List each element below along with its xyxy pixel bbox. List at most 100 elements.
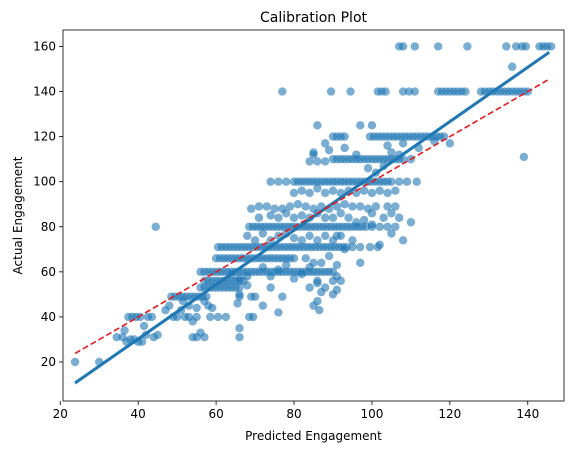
scatter-point xyxy=(266,283,275,292)
scatter-point xyxy=(221,312,231,322)
scatter-point xyxy=(395,177,404,186)
scatter-point xyxy=(274,213,283,222)
scatter-point xyxy=(391,202,400,211)
scatter-point xyxy=(153,330,162,340)
scatter-point xyxy=(340,132,349,141)
scatter-point xyxy=(348,242,357,252)
scatter-point xyxy=(213,312,223,322)
scatter-point xyxy=(313,236,322,245)
scatter-point xyxy=(332,202,342,211)
scatter-point xyxy=(248,312,258,322)
scatter-point xyxy=(336,209,345,218)
scatter-point xyxy=(289,213,299,222)
scatter-point xyxy=(320,188,330,198)
scatter-point xyxy=(461,87,470,96)
scatter-point xyxy=(165,301,174,310)
scatter-point xyxy=(502,42,511,51)
scatter-point xyxy=(235,323,244,333)
scatter-point xyxy=(375,222,384,231)
scatter-point xyxy=(375,186,384,195)
scatter-point xyxy=(270,204,279,213)
scatter-point xyxy=(371,202,381,211)
scatter-point xyxy=(151,222,160,231)
scatter-point xyxy=(297,211,307,220)
scatter-point xyxy=(383,188,392,198)
chart-title: Calibration Plot xyxy=(260,10,368,26)
scatter-point xyxy=(367,209,377,218)
y-tick-label: 140 xyxy=(33,85,56,99)
scatter-point xyxy=(356,121,365,130)
scatter-point xyxy=(404,87,414,96)
scatter-point xyxy=(336,276,345,286)
fit-line-layer xyxy=(74,51,551,385)
scatter-point xyxy=(395,213,404,222)
scatter-point xyxy=(324,251,334,261)
scatter-point xyxy=(359,215,369,225)
x-tick-label: 60 xyxy=(208,407,223,421)
scatter-point xyxy=(352,218,361,227)
scatter-point xyxy=(326,87,336,96)
scatter-point xyxy=(285,202,295,211)
scatter-point xyxy=(521,42,531,51)
scatter-point xyxy=(305,283,314,292)
x-axis-ticks: 20 40 60 80 100 120 140 xyxy=(53,401,539,421)
scatter-point xyxy=(243,281,252,290)
scatter-point xyxy=(208,303,217,313)
scatter-point xyxy=(235,283,244,292)
scatter-point xyxy=(250,236,260,245)
y-tick-label: 20 xyxy=(41,355,56,369)
scatter-point xyxy=(340,200,349,209)
scatter-point xyxy=(274,265,283,274)
scatter-point xyxy=(282,209,291,218)
y-axis-ticks: 20 40 60 80 100 120 140 160 xyxy=(33,39,63,369)
scatter-point xyxy=(346,87,355,96)
scatter-point xyxy=(375,240,384,250)
scatter-point xyxy=(309,258,318,268)
scatter-point xyxy=(387,177,396,186)
scatter-point xyxy=(340,143,349,153)
scatter-point xyxy=(246,204,256,213)
scatter-point xyxy=(387,229,396,238)
scatter-point xyxy=(289,233,299,243)
scatter-point xyxy=(445,139,455,148)
x-tick-label: 120 xyxy=(438,407,461,421)
scatter-point xyxy=(258,301,268,310)
scatter-point xyxy=(178,296,188,306)
scatter-point xyxy=(328,213,338,222)
scatter-point xyxy=(305,157,314,166)
scatter-point xyxy=(206,312,215,322)
scatter-point xyxy=(147,312,157,322)
x-axis-label: Predicted Engagement xyxy=(245,429,382,443)
y-tick-label: 160 xyxy=(33,39,56,53)
scatter-point xyxy=(289,274,299,283)
x-tick-label: 20 xyxy=(53,407,68,421)
scatter-point xyxy=(258,263,268,272)
scatter-point xyxy=(320,231,330,240)
scatter-point xyxy=(328,186,338,195)
scatter-point xyxy=(387,209,396,218)
scatter-point xyxy=(278,292,287,301)
scatter-point xyxy=(398,42,408,51)
scatter-point xyxy=(348,202,357,211)
scatter-point xyxy=(332,231,342,240)
scatter-point xyxy=(324,145,334,155)
scatter-point xyxy=(233,299,242,308)
scatter-point xyxy=(192,303,201,313)
scatter-point xyxy=(363,163,373,173)
scatter-point xyxy=(235,274,244,283)
scatter-point xyxy=(274,177,283,186)
scatter-point xyxy=(297,236,307,245)
scatter-point xyxy=(282,260,291,270)
scatter-point xyxy=(320,283,330,292)
scatter-point xyxy=(340,245,349,254)
scatter-point xyxy=(402,177,412,186)
scatter-point xyxy=(406,218,416,227)
scatter-point xyxy=(383,141,392,150)
regression-fit-line xyxy=(74,51,551,385)
scatter-point xyxy=(262,202,271,211)
scatter-point xyxy=(254,202,264,211)
scatter-point xyxy=(278,87,287,96)
scatter-point xyxy=(546,42,556,51)
axes-frame xyxy=(62,29,565,402)
scatter-point xyxy=(511,42,521,51)
